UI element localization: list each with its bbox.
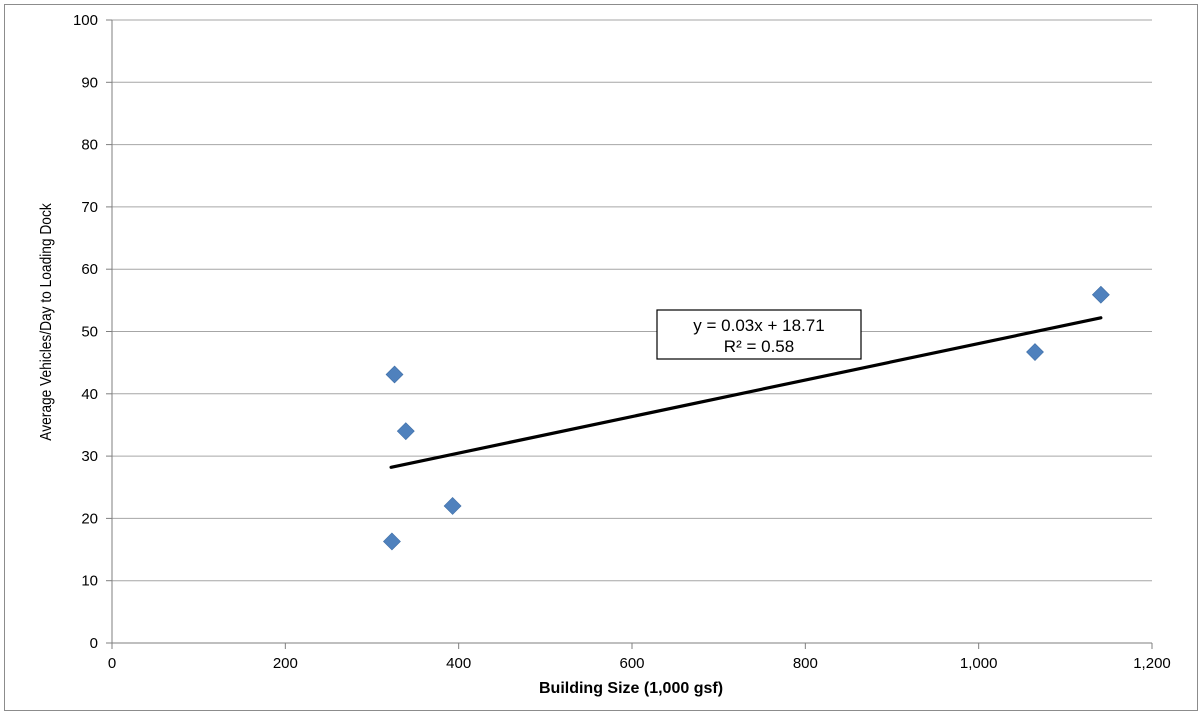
data-points [383,285,1110,551]
y-axis-title: Average Vehicles/Day to Loading Dock [37,203,55,441]
x-tick-label: 1,000 [960,655,998,672]
trend-r-squared: R² = 0.58 [724,337,794,356]
x-tick-label: 800 [793,655,818,672]
y-tick-labels: 0 10 20 30 40 50 60 70 80 90 100 [73,12,98,652]
data-point [385,365,404,384]
y-tick-label: 90 [81,74,98,91]
x-tick-label: 1,200 [1133,655,1171,672]
x-tick-label: 600 [619,655,644,672]
y-tick-label: 10 [81,573,98,590]
trendline [389,316,1103,469]
y-tick-label: 30 [81,448,98,465]
data-point [383,532,401,551]
y-tick-label: 80 [81,137,98,154]
x-axis-title: Building Size (1,000 gsf) [539,680,723,697]
trend-equation: y = 0.03x + 18.71 [693,316,824,335]
trendline-group [389,316,1103,469]
data-point [396,422,415,441]
x-tick-labels: 0 200 400 600 800 1,000 1,200 [108,655,1171,672]
y-tick-label: 40 [81,386,98,403]
data-point [443,497,462,515]
y-tick-label: 0 [90,635,98,652]
y-tick-label: 100 [73,12,98,29]
x-tick-label: 0 [108,655,116,672]
equation-box: y = 0.03x + 18.71 R² = 0.58 [656,309,862,360]
gridlines [112,19,1152,582]
equation-box-border [656,309,862,360]
axes [106,19,1153,649]
x-tick-label: 400 [446,655,471,672]
data-point [1091,285,1110,304]
y-tick-label: 60 [81,261,98,278]
y-tick-label: 50 [81,324,98,341]
x-tick-label: 200 [273,655,298,672]
y-tick-label: 20 [81,510,98,527]
data-point [1026,343,1044,361]
chart-frame [4,4,1198,711]
y-tick-label: 70 [81,199,98,216]
